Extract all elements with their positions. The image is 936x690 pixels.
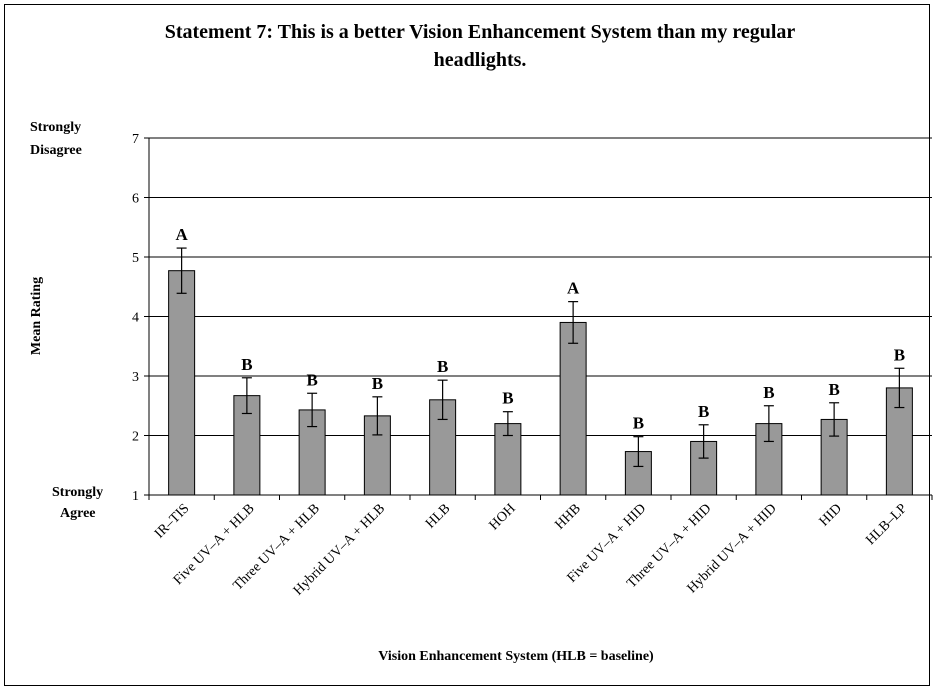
y-tick-label: 7 <box>132 132 139 147</box>
y-tick-label: 3 <box>132 370 139 385</box>
x-tick-label: HID <box>817 501 845 529</box>
group-label: B <box>698 402 709 421</box>
y-top-label-line1: Strongly <box>30 120 82 135</box>
bar <box>755 423 783 496</box>
group-label: B <box>502 389 513 408</box>
x-tick-label: HLB–LP <box>863 501 910 548</box>
y-bottom-label-line1: Strongly <box>52 485 104 500</box>
group-label: B <box>306 370 317 389</box>
group-label: B <box>763 383 774 402</box>
y-axis-label: Mean Rating <box>29 277 44 355</box>
bars: A B B B B B A B B B B B <box>168 225 913 496</box>
group-label: A <box>567 279 580 298</box>
x-tick-label: HLB <box>423 501 453 531</box>
x-tick-label: IR–TIS <box>152 501 192 541</box>
y-bottom-label-line2: Agree <box>60 506 96 521</box>
bar <box>168 270 196 496</box>
chart-title-line2: headlights. <box>433 49 527 71</box>
bar <box>559 321 587 496</box>
x-axis-label: Vision Enhancement System (HLB = baselin… <box>378 649 654 664</box>
x-tick-label: HHB <box>552 501 584 533</box>
group-label: B <box>241 355 252 374</box>
group-label: B <box>633 414 644 433</box>
y-tick-label: 5 <box>132 251 139 266</box>
y-tick-label: 6 <box>132 192 139 207</box>
group-label: B <box>894 345 905 364</box>
y-tick-label: 4 <box>132 311 139 326</box>
group-label: B <box>437 357 448 376</box>
chart-title-line1: Statement 7: This is a better Vision Enh… <box>164 21 796 43</box>
y-tick-label: 1 <box>132 489 139 504</box>
group-label: A <box>175 225 188 244</box>
y-top-label-line2: Disagree <box>30 143 82 158</box>
group-label: B <box>372 374 383 393</box>
group-label: B <box>828 380 839 399</box>
gridlines <box>149 137 932 436</box>
x-tick-label: HOH <box>487 501 519 533</box>
chart-frame <box>4 4 930 686</box>
y-tick-label: 2 <box>132 430 139 445</box>
